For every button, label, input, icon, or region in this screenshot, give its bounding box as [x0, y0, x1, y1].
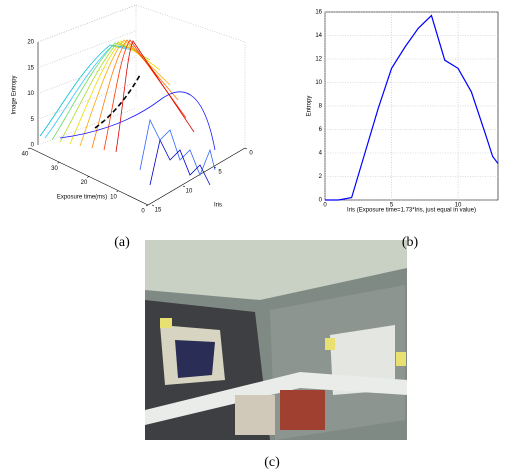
y-tick-label: 10: [315, 80, 322, 86]
x-axis-label: Iris (Exposure time=1.73*Iris, just equa…: [347, 208, 476, 214]
y-tick: [213, 166, 217, 169]
caption: (b): [402, 235, 419, 250]
caption: (a): [114, 235, 130, 250]
z-axis-label: Image Entropy: [12, 75, 18, 114]
y-tick-label: 4: [319, 151, 323, 157]
y-tick: [151, 204, 155, 207]
x-tick-label: 20: [81, 180, 88, 186]
x-tick: [145, 204, 149, 207]
x-tick-label: 5: [390, 203, 394, 209]
x-tick-label: 10: [110, 194, 117, 200]
surface-mesh: [39, 39, 216, 186]
y-tick-label: 10: [186, 189, 193, 195]
x-tick-label: 10: [455, 203, 462, 209]
z-tick-label: 0: [31, 143, 35, 149]
y-tick-label: 15: [155, 208, 162, 214]
y-tick-label: 8: [319, 104, 323, 110]
x-tick-label: 0: [141, 209, 145, 215]
x-tick-label: 0: [323, 203, 327, 209]
data-line: [325, 14, 499, 201]
z-tick-label: 5: [31, 117, 35, 123]
z-tick-label: 15: [27, 65, 34, 71]
y-tick: [244, 147, 248, 150]
y-axis-label: Entropy: [307, 96, 313, 117]
y-tick-label: 0: [249, 151, 253, 157]
y-tick-label: 5: [218, 170, 222, 176]
photo: [145, 240, 407, 440]
y-tick-label: 0: [319, 198, 323, 204]
x-tick-label: 40: [22, 152, 29, 158]
x-axis-label: Exposure time(ms): [57, 195, 107, 201]
x-tick: [86, 176, 90, 178]
z-tick-label: 20: [27, 40, 34, 46]
surface-frame: [29, 4, 246, 206]
x-tick: [57, 161, 60, 164]
grid-line: [37, 4, 137, 43]
y-axis-label: Iris: [214, 203, 222, 209]
x-tick: [27, 147, 31, 150]
y-tick-label: 12: [315, 57, 322, 63]
y-tick-label: 16: [315, 10, 322, 16]
z-tick-label: 10: [27, 91, 34, 97]
y-tick-label: 2: [319, 174, 323, 180]
y-tick-label: 6: [319, 127, 323, 133]
x-tick: [116, 190, 119, 193]
y-tick-label: 14: [315, 33, 322, 39]
x-tick-label: 30: [51, 166, 58, 172]
caption: (c): [264, 455, 280, 470]
y-tick: [182, 185, 186, 188]
